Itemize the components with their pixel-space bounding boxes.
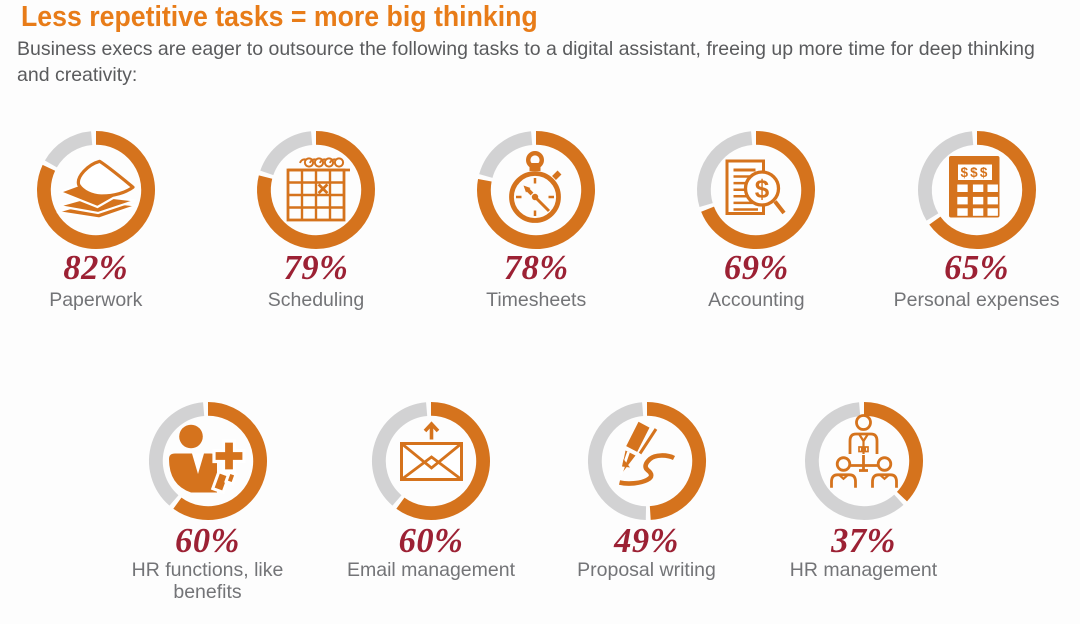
- svg-text:$$$: $$$: [960, 165, 989, 180]
- svg-text:$: $: [755, 174, 770, 204]
